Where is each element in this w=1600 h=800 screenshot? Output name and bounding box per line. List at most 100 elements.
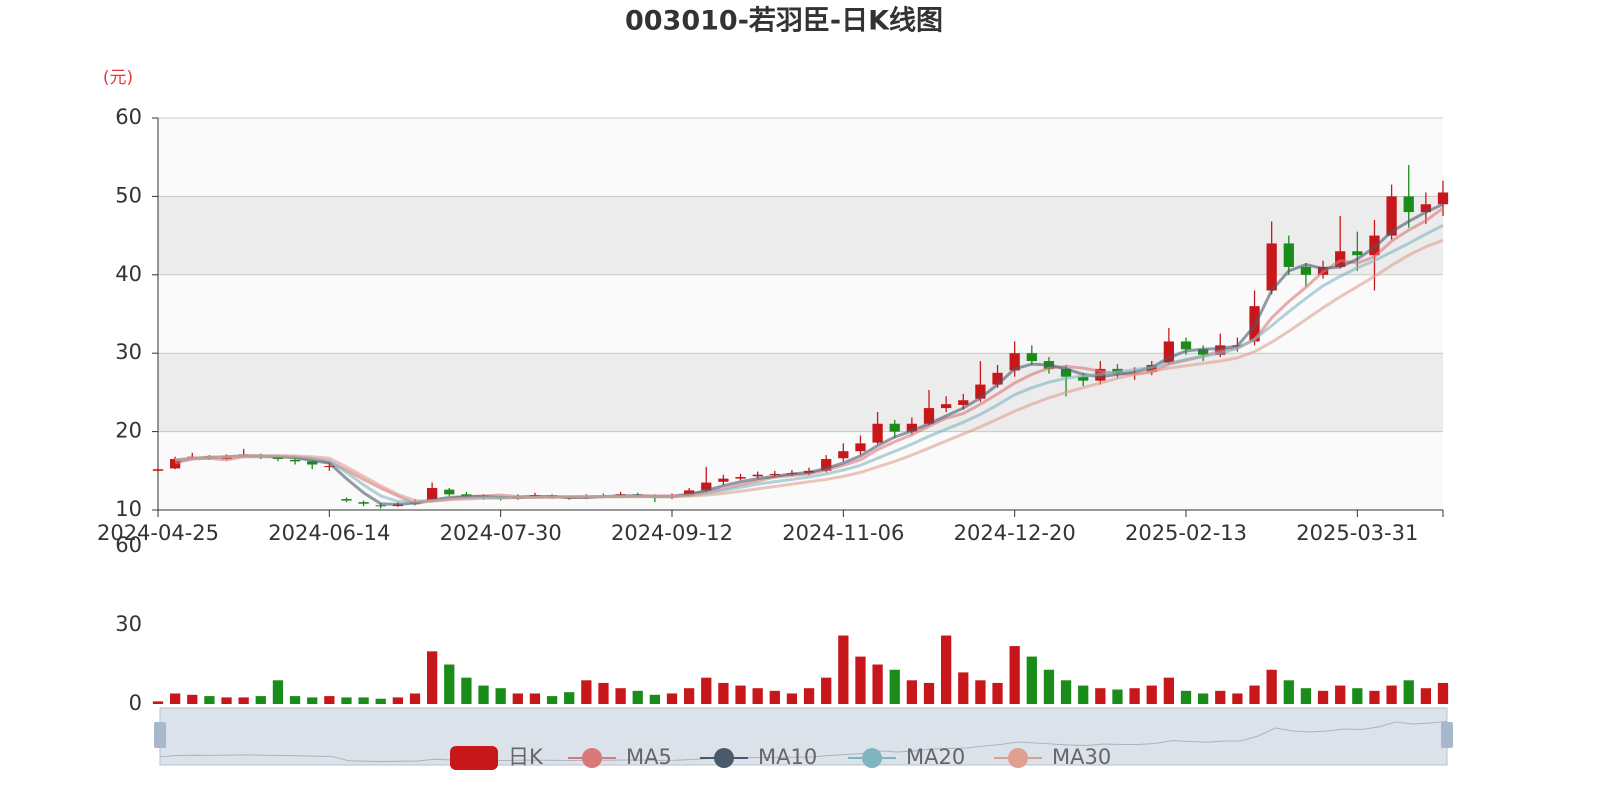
candle-body: [461, 494, 472, 496]
legend-icon: [582, 748, 602, 768]
volume-bar: [461, 677, 472, 704]
volume-bar: [666, 693, 678, 704]
legend-item[interactable]: MA5: [568, 745, 672, 769]
candle-body: [923, 408, 935, 424]
volume-bar: [752, 688, 763, 704]
legend-icon: [1008, 748, 1028, 768]
legend-icon: [862, 748, 882, 768]
candle-body: [1300, 266, 1312, 275]
ma-line: [174, 224, 1444, 504]
volume-bar: [1060, 680, 1072, 704]
legend-item[interactable]: 日K: [450, 745, 544, 770]
legend-label: MA20: [906, 745, 965, 769]
y-tick-label: 60: [115, 105, 142, 129]
volume-bar: [958, 672, 969, 704]
zoom-slider[interactable]: [159, 707, 1448, 766]
ma-line: [174, 238, 1444, 503]
x-tick-label: 2024-06-14: [268, 521, 390, 545]
volume-bar: [204, 696, 215, 704]
candle-body: [444, 489, 455, 495]
zoom-handle[interactable]: [154, 722, 166, 748]
candle-body: [889, 423, 900, 432]
candle-body: [1335, 251, 1346, 267]
candle-body: [1283, 243, 1294, 267]
y-tick-label: 40: [115, 262, 142, 286]
volume-bar: [272, 680, 284, 704]
legend-item[interactable]: MA10: [700, 745, 817, 769]
volume-bar: [564, 692, 575, 704]
x-tick-label: 2024-09-12: [611, 521, 733, 545]
volume-bar: [307, 697, 318, 704]
volume-bar: [803, 688, 815, 704]
candle-body: [1078, 376, 1089, 381]
volume-bar: [683, 688, 695, 704]
volume-bar: [1403, 680, 1414, 704]
legend-item[interactable]: MA20: [848, 745, 965, 769]
legend-icon: [450, 746, 498, 770]
volume-bar: [821, 677, 832, 704]
split-area: [158, 353, 1443, 432]
volume-bar: [718, 682, 729, 704]
volume-bar: [1112, 689, 1123, 704]
volume-bar: [872, 664, 883, 704]
volume-bar: [1163, 677, 1175, 704]
candle-body: [1420, 204, 1432, 213]
candle-body: [426, 488, 438, 501]
volume-bar: [1300, 688, 1312, 704]
candle-body: [289, 459, 301, 462]
ma-line: [174, 202, 1444, 507]
volume-tick-label: 0: [129, 691, 142, 715]
chart-title: 003010-若羽臣-日K线图: [625, 6, 943, 37]
candle-body: [358, 502, 369, 504]
volume-bar: [341, 697, 352, 704]
candle-body: [735, 477, 746, 479]
volume-bar: [392, 697, 404, 704]
candle-body: [701, 482, 712, 491]
volume-bar: [1095, 688, 1106, 704]
volume-bar: [187, 694, 198, 704]
volume-bar: [444, 664, 455, 704]
candle-body: [940, 404, 952, 409]
volume-bar: [426, 651, 438, 704]
volume-bar: [735, 685, 746, 704]
volume-bar: [923, 682, 935, 704]
volume-bar: [1129, 688, 1140, 704]
volume-bar: [169, 693, 181, 704]
zoom-handle[interactable]: [1441, 722, 1453, 748]
volume-bar: [1283, 680, 1294, 704]
volume-bar: [1146, 685, 1157, 704]
x-tick-label: 2024-04-25: [97, 521, 219, 545]
volume-bar: [1369, 690, 1380, 704]
legend-item[interactable]: MA30: [994, 745, 1111, 769]
candle-body: [718, 478, 729, 482]
volume-bar: [1180, 690, 1192, 704]
candle-body: [1437, 192, 1449, 205]
candle-body: [169, 459, 181, 469]
volume-bar: [1352, 688, 1363, 704]
volume-tick-label: 30: [115, 612, 142, 636]
volume-bar: [992, 682, 1003, 704]
volume-bar: [598, 682, 609, 704]
split-area: [158, 274, 1443, 354]
zoom-shadow: [159, 721, 1448, 763]
volume-bar: [358, 697, 369, 704]
volume-bar: [701, 677, 712, 704]
volume-bar: [529, 693, 541, 704]
candle-body: [975, 384, 986, 399]
volume-bar: [1215, 690, 1226, 704]
volume-bar: [1386, 685, 1397, 704]
volume-bar: [1420, 688, 1432, 704]
volume-bar: [512, 693, 523, 704]
candle-body: [992, 372, 1003, 385]
x-tick-label: 2024-12-20: [954, 521, 1076, 545]
volume-bar: [855, 656, 866, 704]
volume-bar: [289, 696, 301, 704]
candle-body: [341, 499, 352, 501]
volume-bar: [769, 690, 780, 704]
y-tick-label: 50: [115, 183, 142, 207]
split-area: [158, 118, 1443, 197]
volume-bar: [546, 696, 558, 704]
candle-body: [1197, 349, 1209, 355]
volume-bar: [1266, 669, 1277, 704]
y-tick-label: 20: [115, 419, 142, 443]
